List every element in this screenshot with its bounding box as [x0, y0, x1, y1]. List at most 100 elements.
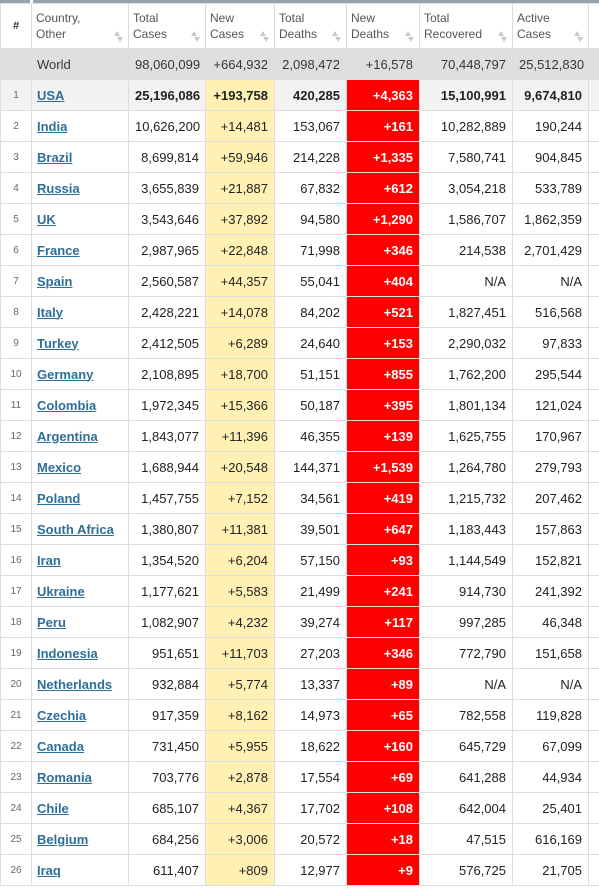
country-link[interactable]: Canada	[37, 738, 84, 754]
country-cell: Colombia	[31, 389, 129, 421]
total-deaths-cell: 12,977	[274, 854, 347, 886]
country-link[interactable]: Czechia	[37, 707, 87, 723]
new-deaths-cell: +93	[346, 544, 420, 576]
header-overflow-column	[588, 3, 599, 49]
header-active-cases-label: Active Cases	[517, 11, 552, 41]
country-link[interactable]: Spain	[37, 273, 73, 289]
total-recovered-cell: 214,538	[419, 234, 513, 266]
new-deaths-cell: +241	[346, 575, 420, 607]
new-cases-cell: +2,878	[205, 761, 275, 793]
country-link[interactable]: Italy	[37, 304, 64, 320]
overflow-cell	[588, 234, 599, 266]
country-link[interactable]: Peru	[37, 614, 66, 630]
country-cell: Argentina	[31, 420, 129, 452]
header-country[interactable]: Country, Other	[31, 3, 129, 49]
rank-cell: 21	[0, 699, 32, 731]
total-deaths-cell: 144,371	[274, 451, 347, 483]
total-cases-cell: 703,776	[128, 761, 206, 793]
country-cell: UK	[31, 203, 129, 235]
rank-cell: 13	[0, 451, 32, 483]
active-cases-cell: 9,674,810	[512, 79, 589, 111]
rank-cell: 3	[0, 141, 32, 173]
new-cases-cell: +5,583	[205, 575, 275, 607]
header-active-cases[interactable]: Active Cases	[512, 3, 589, 49]
total-recovered-cell: 1,801,134	[419, 389, 513, 421]
world-country-cell: World	[31, 48, 129, 80]
header-country-label: Country, Other	[36, 11, 81, 41]
total-recovered-cell: 1,215,732	[419, 482, 513, 514]
overflow-cell	[588, 575, 599, 607]
country-cell: Italy	[31, 296, 129, 328]
header-total-recovered[interactable]: Total Recovered	[419, 3, 513, 49]
active-cases-cell: 1,862,359	[512, 203, 589, 235]
active-cases-cell: 21,705	[512, 854, 589, 886]
country-link[interactable]: India	[37, 118, 68, 134]
country-link[interactable]: Colombia	[37, 397, 97, 413]
header-new-cases[interactable]: New Cases	[205, 3, 275, 49]
country-link[interactable]: Russia	[37, 180, 80, 196]
total-deaths-cell: 84,202	[274, 296, 347, 328]
new-cases-cell: +11,396	[205, 420, 275, 452]
new-deaths-cell: +855	[346, 358, 420, 390]
table-row: 7 Spain 2,560,587 +44,357 55,041 +404 N/A N/A	[0, 265, 599, 297]
new-cases-cell: +22,848	[205, 234, 275, 266]
total-cases-cell: 2,108,895	[128, 358, 206, 390]
new-cases-cell: +8,162	[205, 699, 275, 731]
country-cell: Belgium	[31, 823, 129, 855]
rank-cell: 14	[0, 482, 32, 514]
country-link[interactable]: Chile	[37, 800, 69, 816]
country-link[interactable]: USA	[37, 87, 65, 103]
total-recovered-cell: 642,004	[419, 792, 513, 824]
world-new-cases: +664,932	[205, 48, 275, 80]
total-recovered-cell: 3,054,218	[419, 172, 513, 204]
new-cases-cell: +4,232	[205, 606, 275, 638]
rank-cell: 26	[0, 854, 32, 886]
new-cases-cell: +21,887	[205, 172, 275, 204]
country-link[interactable]: Germany	[37, 366, 94, 382]
header-rank[interactable]: #	[0, 3, 32, 49]
header-total-recovered-label: Total Recovered	[424, 11, 483, 41]
header-total-cases[interactable]: Total Cases	[128, 3, 206, 49]
country-link[interactable]: Turkey	[37, 335, 79, 351]
country-link[interactable]: Romania	[37, 769, 92, 785]
country-link[interactable]: Mexico	[37, 459, 82, 475]
country-link[interactable]: Argentina	[37, 428, 98, 444]
total-cases-cell: 685,107	[128, 792, 206, 824]
new-cases-cell: +14,481	[205, 110, 275, 142]
new-deaths-cell: +69	[346, 761, 420, 793]
country-cell: Russia	[31, 172, 129, 204]
overflow-cell	[588, 699, 599, 731]
overflow-cell	[588, 110, 599, 142]
new-cases-cell: +5,955	[205, 730, 275, 762]
sort-icon	[260, 31, 269, 42]
overflow-cell	[588, 296, 599, 328]
country-link[interactable]: South Africa	[37, 521, 114, 537]
country-link[interactable]: Iran	[37, 552, 61, 568]
country-link[interactable]: UK	[37, 211, 56, 227]
total-deaths-cell: 17,702	[274, 792, 347, 824]
country-cell: Indonesia	[31, 637, 129, 669]
world-total-row: World 98,060,099 +664,932 2,098,472 +16,…	[0, 48, 599, 80]
country-link[interactable]: Iraq	[37, 862, 61, 878]
country-cell: Chile	[31, 792, 129, 824]
country-link[interactable]: Netherlands	[37, 676, 113, 692]
table-row: 18 Peru 1,082,907 +4,232 39,274 +117 997,285 46…	[0, 606, 599, 638]
country-link[interactable]: Belgium	[37, 831, 89, 847]
country-link[interactable]: Indonesia	[37, 645, 98, 661]
table-row: 8 Italy 2,428,221 +14,078 84,202 +521 1,827,45…	[0, 296, 599, 328]
country-link[interactable]: France	[37, 242, 80, 258]
country-link[interactable]: Poland	[37, 490, 81, 506]
new-deaths-cell: +153	[346, 327, 420, 359]
active-cases-cell: 616,169	[512, 823, 589, 855]
new-cases-cell: +37,892	[205, 203, 275, 235]
header-total-deaths[interactable]: Total Deaths	[274, 3, 347, 49]
country-link[interactable]: Ukraine	[37, 583, 85, 599]
table-row: 19 Indonesia 951,651 +11,703 27,203 +346 772,7…	[0, 637, 599, 669]
header-new-deaths[interactable]: New Deaths	[346, 3, 420, 49]
total-cases-cell: 10,626,200	[128, 110, 206, 142]
total-cases-cell: 1,380,807	[128, 513, 206, 545]
total-recovered-cell: 1,762,200	[419, 358, 513, 390]
active-cases-cell: 46,348	[512, 606, 589, 638]
country-link[interactable]: Brazil	[37, 149, 73, 165]
country-cell: Turkey	[31, 327, 129, 359]
